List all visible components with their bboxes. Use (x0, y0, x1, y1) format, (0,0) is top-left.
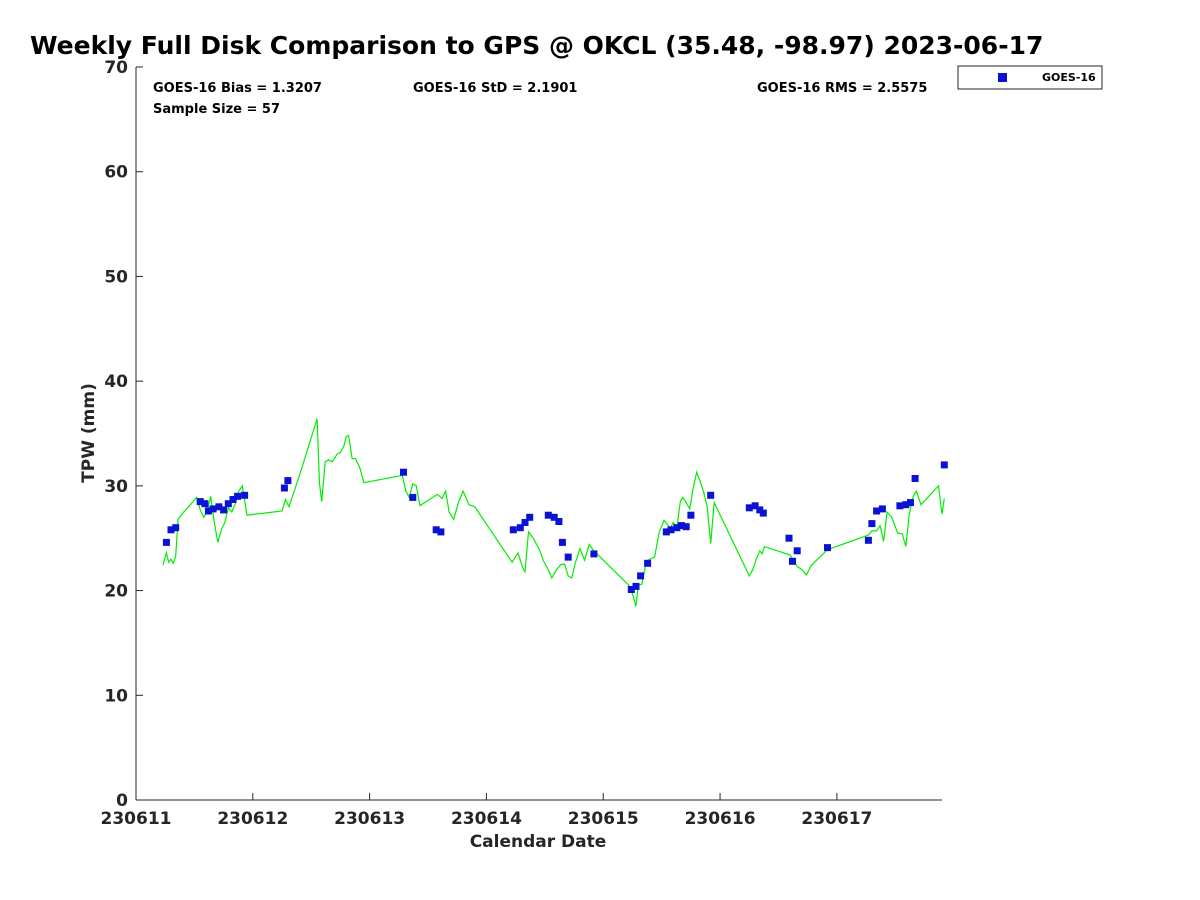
data-point-goes16 (229, 496, 237, 503)
stat-std: GOES-16 StD = 2.1901 (413, 81, 577, 96)
data-point-goes16 (907, 499, 914, 507)
data-point-goes16 (751, 502, 759, 510)
x-tick-label: 230616 (685, 809, 756, 829)
data-point-goes16 (789, 557, 796, 565)
stat-sample-size: Sample Size = 57 (153, 102, 280, 117)
legend-box (957, 65, 1103, 90)
data-point-goes16 (234, 492, 242, 500)
data-point-goes16 (550, 513, 558, 521)
y-axis-label: TPW (mm) (79, 383, 99, 483)
x-axis-label: Calendar Date (470, 832, 607, 852)
series-layer (162, 418, 948, 607)
data-point-goes16 (437, 528, 445, 536)
data-point-goes16 (745, 504, 753, 512)
data-point-goes16 (759, 509, 767, 517)
stat-bias: GOES-16 Bias = 1.3207 (153, 81, 322, 96)
data-point-goes16 (167, 526, 175, 534)
data-point-goes16 (201, 500, 209, 508)
y-tick-label: 20 (104, 582, 128, 602)
data-point-goes16 (707, 491, 715, 499)
data-point-goes16 (544, 511, 552, 519)
data-point-goes16 (241, 491, 249, 499)
x-tick-label: 230611 (101, 809, 172, 829)
y-tick-label: 60 (104, 163, 128, 183)
x-ticks: 230611 230612 230613 230614 230615 230616 2306… (101, 793, 872, 829)
data-point-goes16 (687, 511, 695, 519)
data-point-goes16 (162, 538, 170, 546)
data-point-goes16 (673, 524, 681, 532)
data-point-goes16 (785, 534, 793, 542)
data-point-goes16 (902, 501, 910, 509)
data-point-goes16 (224, 500, 232, 508)
y-tick-label: 70 (104, 58, 128, 78)
data-point-goes16 (215, 503, 223, 511)
data-point-goes16 (940, 461, 948, 469)
data-point-goes16 (632, 582, 640, 590)
plot-area (135, 67, 942, 801)
series-line-gps (162, 418, 945, 607)
y-tick-label: 40 (104, 372, 128, 392)
x-tick-label: 230615 (568, 809, 639, 829)
data-point-goes16 (526, 513, 534, 521)
chart-title: Weekly Full Disk Comparison to GPS @ OKC… (30, 31, 1043, 60)
data-point-goes16 (662, 528, 670, 536)
data-point-goes16 (284, 477, 292, 485)
stat-rms: GOES-16 RMS = 2.5575 (757, 81, 927, 96)
data-point-goes16 (637, 572, 645, 580)
data-point-goes16 (873, 507, 881, 515)
y-ticks: 0 10 20 30 40 50 60 70 (104, 58, 143, 811)
data-point-goes16 (400, 468, 407, 476)
data-point-goes16 (521, 519, 529, 526)
data-point-goes16 (564, 553, 572, 561)
data-point-goes16 (280, 484, 288, 492)
data-point-goes16 (644, 559, 652, 567)
y-tick-label: 50 (104, 267, 128, 287)
data-point-goes16 (878, 505, 886, 513)
data-point-goes16 (868, 520, 876, 528)
data-point-goes16 (204, 507, 212, 515)
data-point-goes16 (682, 523, 690, 531)
data-point-goes16 (555, 518, 563, 525)
y-tick-label: 30 (104, 477, 128, 497)
data-point-goes16 (509, 526, 517, 534)
data-point-goes16 (793, 547, 801, 555)
x-tick-label: 230617 (801, 809, 872, 829)
data-point-goes16 (172, 524, 180, 532)
legend-marker (998, 73, 1007, 82)
data-point-goes16 (432, 526, 440, 534)
legend: GOES-16 (957, 65, 1103, 90)
data-point-goes16 (590, 550, 598, 558)
data-point-goes16 (911, 475, 919, 482)
x-tick-label: 230613 (334, 809, 405, 829)
data-point-goes16 (864, 536, 872, 544)
data-point-goes16 (516, 524, 524, 532)
data-point-goes16 (627, 586, 635, 593)
data-point-goes16 (209, 505, 217, 513)
data-point-goes16 (678, 522, 685, 530)
data-point-goes16 (196, 498, 204, 506)
data-point-goes16 (824, 544, 831, 552)
data-point-goes16 (896, 502, 904, 510)
data-point-goes16 (558, 538, 566, 546)
y-tick-label: 0 (116, 791, 128, 811)
legend-label: GOES-16 (1042, 71, 1096, 84)
data-point-goes16 (220, 506, 228, 514)
y-tick-label: 10 (104, 686, 128, 706)
x-tick-label: 230614 (451, 809, 522, 829)
data-point-goes16 (409, 493, 417, 501)
x-tick-label: 230612 (217, 809, 288, 829)
data-point-goes16 (667, 526, 675, 534)
